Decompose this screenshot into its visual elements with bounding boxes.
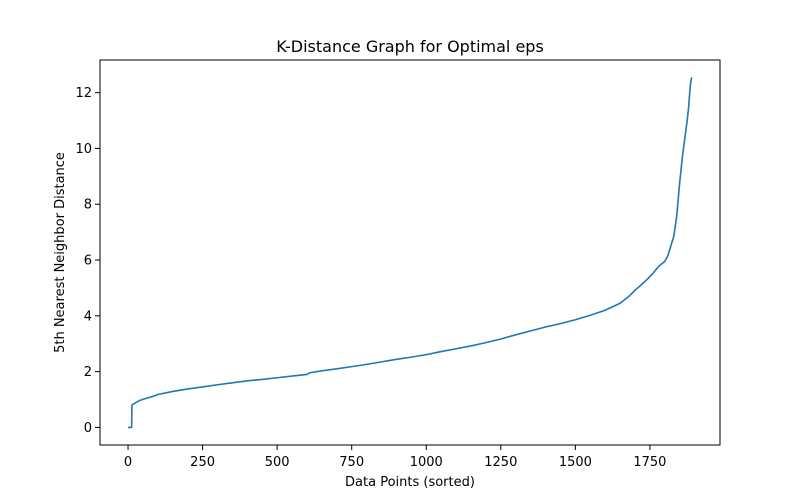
plot-frame (99, 59, 721, 446)
x-tick-label: 1500 (559, 455, 592, 470)
k-distance-series-line (128, 77, 693, 429)
y-tick-label: 10 (75, 142, 92, 157)
y-tick-label: 2 (84, 365, 92, 380)
y-tick-label: 0 (84, 421, 92, 436)
x-axis-ticks: 0 250 500 750 1000 1250 1500 1750 (124, 445, 666, 470)
plot-area (100, 60, 720, 445)
x-tick-label: 750 (339, 455, 364, 470)
y-tick-label: 4 (84, 309, 92, 324)
chart-title: K-Distance Graph for Optimal eps (276, 37, 544, 56)
y-tick-label: 6 (84, 254, 92, 269)
x-axis-label: Data Points (sorted) (345, 475, 475, 490)
y-tick-label: 12 (75, 86, 92, 101)
y-tick-label: 8 (84, 198, 92, 213)
line-layer (128, 77, 693, 429)
y-axis-ticks: 0 2 4 6 8 10 12 (75, 86, 100, 436)
x-tick-label: 0 (124, 455, 132, 470)
x-tick-label: 500 (265, 455, 290, 470)
x-tick-label: 1000 (410, 455, 443, 470)
x-tick-label: 1250 (484, 455, 517, 470)
x-tick-label: 1750 (633, 455, 666, 470)
y-axis-label: 5th Nearest Neighbor Distance (53, 152, 68, 353)
x-tick-label: 250 (190, 455, 215, 470)
